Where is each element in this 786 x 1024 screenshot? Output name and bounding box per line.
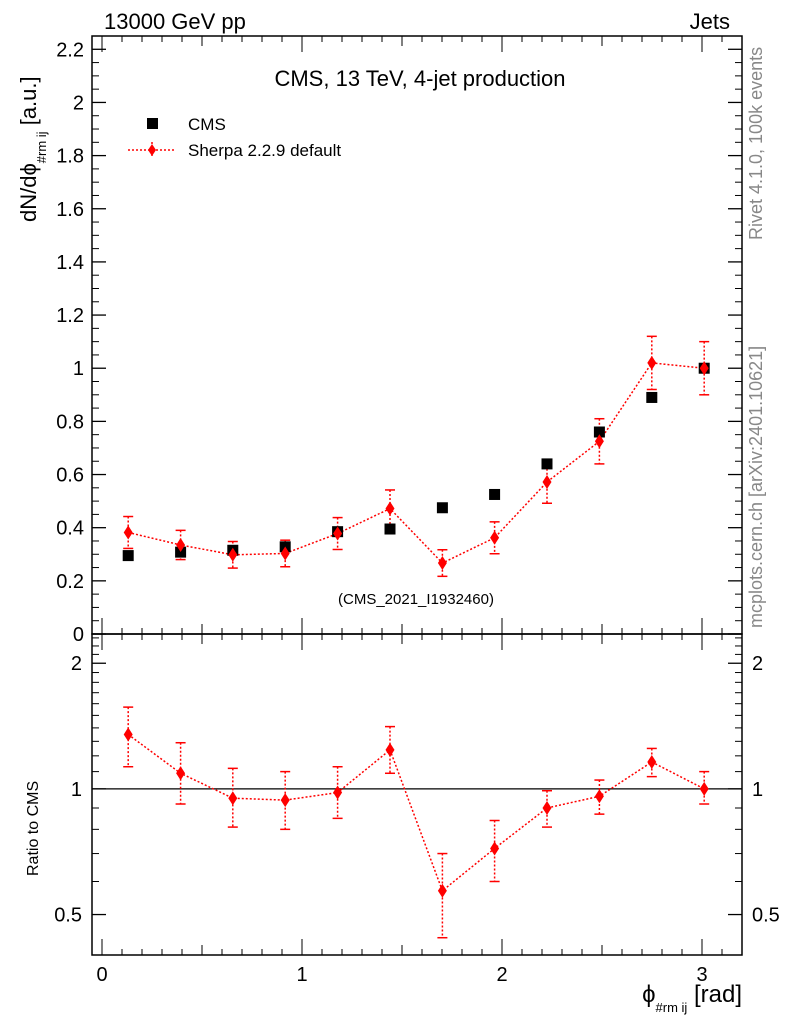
ratio-point (490, 841, 500, 856)
cms-point (122, 550, 134, 562)
main-y-tick-label: 0.8 (56, 411, 84, 433)
ratio-y-axis-label: Ratio to CMS (25, 781, 42, 876)
xlabel-sub: #rm ij (656, 1000, 688, 1015)
x-axis-label: ϕ#rm ij [rad] (642, 981, 742, 1015)
ratio-point (647, 754, 657, 769)
sherpa-point (594, 434, 604, 449)
xlabel-main: ϕ (642, 981, 655, 1008)
main-y-tick-label: 2 (73, 92, 84, 114)
chart-title: CMS, 13 TeV, 4-jet production (274, 66, 565, 91)
sherpa-point (333, 526, 343, 541)
main-y-tick-label: 1.4 (56, 252, 84, 274)
legend: CMS Sherpa 2.2.9 default (128, 115, 341, 160)
sherpa-point (228, 547, 238, 562)
cms-point (646, 391, 658, 403)
ylabel-main: dN/dϕ (16, 163, 41, 222)
sherpa-point (542, 474, 552, 489)
legend-sherpa-label: Sherpa 2.2.9 default (188, 141, 341, 160)
x-tick-label: 0 (96, 964, 107, 986)
xlabel-gap (687, 981, 694, 1008)
legend-sherpa-marker (148, 144, 156, 156)
ratio-y-tick-label: 0.5 (54, 905, 82, 927)
mcplots-label: mcplots.cern.ch [arXiv:2401.10621] (746, 346, 766, 628)
cms-point (489, 488, 501, 500)
ratio-y-tick-label-right: 1 (752, 779, 763, 801)
ratio-point (176, 766, 186, 781)
sherpa-point (699, 361, 709, 376)
ratio-axes: 0 1 2 3 0.5 0.5 1 1 2 2 (54, 634, 780, 986)
ylabel-unit: [a.u.] (16, 76, 41, 125)
header-left: 13000 GeV pp (104, 9, 246, 34)
main-y-tick-label: 0.6 (56, 465, 84, 487)
main-y-tick-label: 1.2 (56, 305, 84, 327)
sherpa-point (385, 501, 395, 516)
ratio-point (437, 883, 447, 898)
svg-text:dN/dϕ#rm ij [a.u.]: dN/dϕ#rm ij [a.u.] (16, 76, 49, 222)
main-y-tick-label: 1.6 (56, 199, 84, 221)
ratio-point (699, 781, 709, 796)
cms-point (384, 523, 396, 535)
main-y-tick-label: 0.4 (56, 518, 84, 540)
main-y-tick-label: 1.8 (56, 146, 84, 168)
ratio-point (123, 727, 133, 742)
cms-point (436, 502, 448, 514)
ratio-point (333, 785, 343, 800)
sherpa-point (280, 546, 290, 561)
sherpa-line (128, 362, 705, 564)
cms-point (593, 426, 605, 438)
ratio-marks (123, 706, 710, 939)
legend-cms-label: CMS (188, 115, 226, 134)
ratio-point (594, 789, 604, 804)
analysis-watermark: (CMS_2021_I1932460) (338, 591, 494, 608)
main-marks (122, 335, 710, 578)
sherpa-point (123, 525, 133, 540)
cms-point (541, 458, 553, 470)
ratio-y-tick-label-right: 0.5 (752, 905, 780, 927)
sherpa-point (437, 556, 447, 571)
sherpa-point (176, 537, 186, 552)
cms-point (175, 546, 187, 558)
ratio-point (228, 791, 238, 806)
main-y-tick-label: 2.2 (56, 39, 84, 61)
ratio-line (127, 733, 705, 893)
rivet-label: Rivet 4.1.0, 100k events (746, 47, 766, 240)
ratio-point (280, 793, 290, 808)
ratio-y-tick-label-right: 2 (752, 653, 763, 675)
legend-cms-marker (147, 118, 158, 129)
ratio-point (385, 742, 395, 757)
x-tick-label: 1 (296, 964, 307, 986)
header-right: Jets (690, 9, 730, 34)
ratio-y-tick-label: 2 (71, 653, 82, 675)
ratio-panel-frame (91, 633, 743, 956)
ratio-point (542, 800, 552, 815)
x-tick-label: 2 (496, 964, 507, 986)
ratio-y-tick-label: 1 (71, 779, 82, 801)
main-y-axis-label: dN/dϕ#rm ij [a.u.] (16, 76, 49, 222)
sherpa-point (647, 355, 657, 370)
main-axes: 0 0.2 0.4 0.6 0.8 1 1.2 1.4 1.6 1.8 2 2.2 (56, 36, 743, 646)
x-tick-label: 3 (696, 964, 707, 986)
ylabel-sub: #rm ij (34, 131, 49, 163)
sherpa-point (490, 530, 500, 545)
main-y-tick-label: 0 (73, 624, 84, 646)
main-y-tick-label: 0.2 (56, 571, 84, 593)
main-y-tick-label: 1 (73, 358, 84, 380)
xlabel-unit: [rad] (694, 981, 742, 1008)
